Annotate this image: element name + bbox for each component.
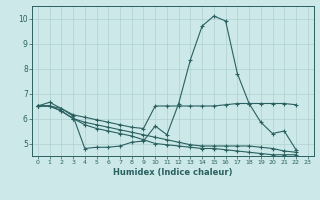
X-axis label: Humidex (Indice chaleur): Humidex (Indice chaleur) bbox=[113, 168, 233, 177]
